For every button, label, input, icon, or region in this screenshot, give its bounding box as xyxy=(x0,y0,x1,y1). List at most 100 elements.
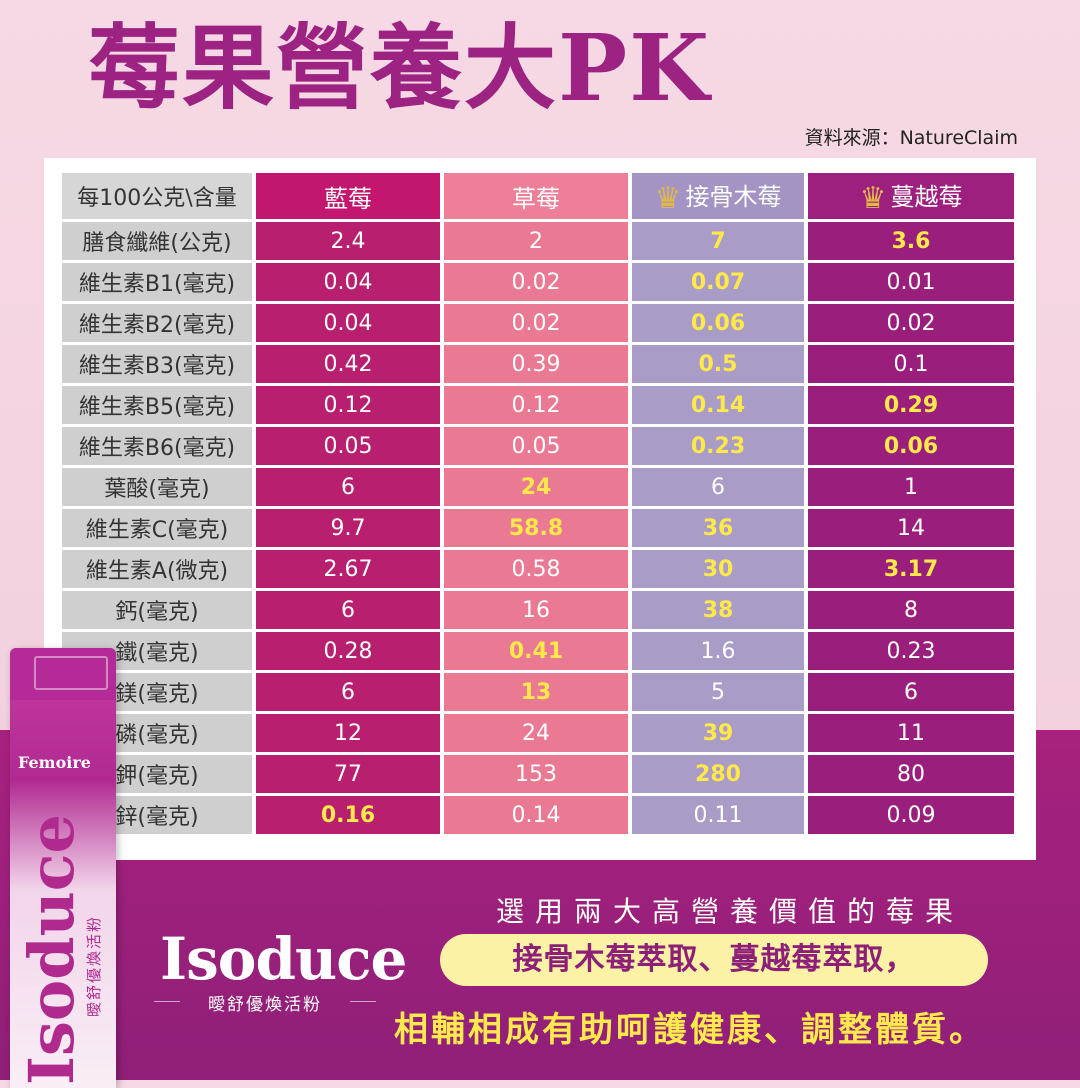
table-row: 鐵(毫克) 0.28 0.41 1.6 0.23 xyxy=(62,632,1014,670)
cell-cranberry: 6 xyxy=(808,673,1014,711)
cell-cranberry: 0.02 xyxy=(808,304,1014,342)
cell-elderberry: 0.23 xyxy=(632,427,804,465)
cell-elderberry: 0.07 xyxy=(632,263,804,301)
table-row: 維生素A(微克) 2.67 0.58 30 3.17 xyxy=(62,550,1014,588)
row-label: 葉酸(毫克) xyxy=(62,468,252,506)
column-header-label: 蔓越莓 xyxy=(890,182,963,211)
cell-strawberry: 2 xyxy=(444,222,628,260)
row-label: 維生素B5(毫克) xyxy=(62,386,252,424)
cell-elderberry: 7 xyxy=(632,222,804,260)
column-header-cranberry: ♛ 蔓越莓 xyxy=(808,173,1014,219)
cell-elderberry: 0.5 xyxy=(632,345,804,383)
table-row: 鋅(毫克) 0.16 0.14 0.11 0.09 xyxy=(62,796,1014,834)
crown-icon: ♛ xyxy=(859,180,887,216)
row-label: 維生素B3(毫克) xyxy=(62,345,252,383)
cell-strawberry: 24 xyxy=(444,468,628,506)
cell-elderberry: 30 xyxy=(632,550,804,588)
cell-cranberry: 0.29 xyxy=(808,386,1014,424)
table-header-row: 每100公克\含量 藍莓 草莓 ♛ 接骨木莓 ♛ 蔓越莓 xyxy=(62,173,1014,219)
cell-strawberry: 16 xyxy=(444,591,628,629)
column-header-label: 草莓 xyxy=(512,184,560,213)
slogan-line-2: 相輔相成有助呵護健康、調整體質。 xyxy=(394,1010,986,1050)
table-row: 維生素C(毫克) 9.7 58.8 36 14 xyxy=(62,509,1014,547)
column-header-strawberry: 草莓 xyxy=(444,173,628,219)
cell-blueberry: 0.28 xyxy=(256,632,440,670)
cell-blueberry: 0.42 xyxy=(256,345,440,383)
cell-elderberry: 1.6 xyxy=(632,632,804,670)
cell-strawberry: 13 xyxy=(444,673,628,711)
cell-strawberry: 0.12 xyxy=(444,386,628,424)
cell-strawberry: 0.02 xyxy=(444,304,628,342)
table-row: 磷(毫克) 12 24 39 11 xyxy=(62,714,1014,752)
cell-strawberry: 0.41 xyxy=(444,632,628,670)
cell-cranberry: 11 xyxy=(808,714,1014,752)
cell-elderberry: 280 xyxy=(632,755,804,793)
slogan-highlight: 接骨木莓萃取、蔓越莓萃取， xyxy=(440,934,988,986)
cell-blueberry: 0.12 xyxy=(256,386,440,424)
cell-cranberry: 14 xyxy=(808,509,1014,547)
sachet-product-name: Isoduce xyxy=(15,814,88,1085)
row-label: 維生素B6(毫克) xyxy=(62,427,252,465)
sachet-brand: Femoire xyxy=(18,753,91,772)
cell-blueberry: 12 xyxy=(256,714,440,752)
cell-elderberry: 36 xyxy=(632,509,804,547)
cell-blueberry: 77 xyxy=(256,755,440,793)
corner-header: 每100公克\含量 xyxy=(62,173,252,219)
table-body: 膳食纖維(公克) 2.4 2 7 3.6 維生素B1(毫克) 0.04 0.02 0.07 0.0… xyxy=(62,222,1014,834)
cell-blueberry: 0.04 xyxy=(256,263,440,301)
cell-blueberry: 6 xyxy=(256,673,440,711)
cell-elderberry: 38 xyxy=(632,591,804,629)
nutrition-table-card: 每100公克\含量 藍莓 草莓 ♛ 接骨木莓 ♛ 蔓越莓 膳食纖維(公克) 2.4 2 7… xyxy=(44,158,1036,860)
table-row: 維生素B1(毫克) 0.04 0.02 0.07 0.01 xyxy=(62,263,1014,301)
cell-blueberry: 6 xyxy=(256,591,440,629)
cell-blueberry: 0.04 xyxy=(256,304,440,342)
product-sachet xyxy=(10,648,116,1088)
cell-blueberry: 9.7 xyxy=(256,509,440,547)
cell-cranberry: 0.23 xyxy=(808,632,1014,670)
column-header-elderberry: ♛ 接骨木莓 xyxy=(632,173,804,219)
crown-icon: ♛ xyxy=(654,180,682,216)
row-label: 鈣(毫克) xyxy=(62,591,252,629)
page-title: 莓果營養大PK xyxy=(88,14,712,122)
table-row: 鈣(毫克) 6 16 38 8 xyxy=(62,591,1014,629)
product-logo-subtitle: 曖舒優煥活粉 xyxy=(154,990,376,1015)
cell-cranberry: 0.06 xyxy=(808,427,1014,465)
table-row: 維生素B2(毫克) 0.04 0.02 0.06 0.02 xyxy=(62,304,1014,342)
sachet-tear-tab xyxy=(34,656,108,690)
slogan-line-1: 選用兩大高營養價值的莓果 xyxy=(496,895,965,928)
cell-cranberry: 0.09 xyxy=(808,796,1014,834)
table-row: 葉酸(毫克) 6 24 6 1 xyxy=(62,468,1014,506)
cell-blueberry: 0.05 xyxy=(256,427,440,465)
cell-strawberry: 0.14 xyxy=(444,796,628,834)
cell-elderberry: 0.11 xyxy=(632,796,804,834)
row-label: 維生素C(毫克) xyxy=(62,509,252,547)
table-row: 維生素B6(毫克) 0.05 0.05 0.23 0.06 xyxy=(62,427,1014,465)
cell-strawberry: 0.39 xyxy=(444,345,628,383)
table-row: 維生素B3(毫克) 0.42 0.39 0.5 0.1 xyxy=(62,345,1014,383)
cell-blueberry: 6 xyxy=(256,468,440,506)
table-row: 鉀(毫克) 77 153 280 80 xyxy=(62,755,1014,793)
column-header-blueberry: 藍莓 xyxy=(256,173,440,219)
row-label: 維生素B1(毫克) xyxy=(62,263,252,301)
cell-cranberry: 0.1 xyxy=(808,345,1014,383)
cell-elderberry: 6 xyxy=(632,468,804,506)
column-header-label: 接骨木莓 xyxy=(685,182,782,211)
cell-elderberry: 0.06 xyxy=(632,304,804,342)
cell-elderberry: 5 xyxy=(632,673,804,711)
cell-strawberry: 0.05 xyxy=(444,427,628,465)
cell-cranberry: 3.6 xyxy=(808,222,1014,260)
product-logo: Isoduce xyxy=(160,925,407,993)
nutrition-table: 每100公克\含量 藍莓 草莓 ♛ 接骨木莓 ♛ 蔓越莓 膳食纖維(公克) 2.4 2 7… xyxy=(58,170,1018,837)
column-header-label: 藍莓 xyxy=(324,184,372,213)
cell-cranberry: 1 xyxy=(808,468,1014,506)
cell-strawberry: 24 xyxy=(444,714,628,752)
table-row: 膳食纖維(公克) 2.4 2 7 3.6 xyxy=(62,222,1014,260)
cell-blueberry: 2.67 xyxy=(256,550,440,588)
cell-strawberry: 0.58 xyxy=(444,550,628,588)
cell-blueberry: 0.16 xyxy=(256,796,440,834)
table-row: 維生素B5(毫克) 0.12 0.12 0.14 0.29 xyxy=(62,386,1014,424)
cell-blueberry: 2.4 xyxy=(256,222,440,260)
cell-strawberry: 58.8 xyxy=(444,509,628,547)
cell-elderberry: 0.14 xyxy=(632,386,804,424)
row-label: 維生素B2(毫克) xyxy=(62,304,252,342)
